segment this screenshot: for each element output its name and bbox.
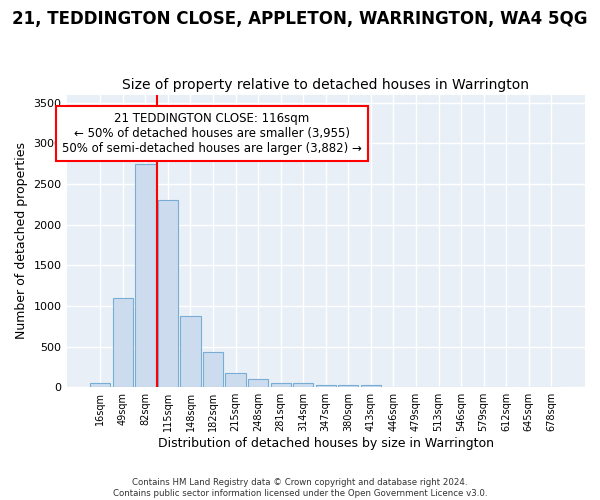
Text: 21, TEDDINGTON CLOSE, APPLETON, WARRINGTON, WA4 5QG: 21, TEDDINGTON CLOSE, APPLETON, WARRINGT… (12, 10, 588, 28)
Bar (135, 164, 155, 387)
Bar (113, 298, 133, 387)
Bar (181, 316, 200, 387)
Y-axis label: Number of detached properties: Number of detached properties (15, 142, 28, 340)
Bar (361, 385, 381, 387)
Bar (158, 200, 178, 387)
X-axis label: Distribution of detached houses by size in Warrington: Distribution of detached houses by size … (158, 437, 494, 450)
Bar (338, 385, 358, 387)
Bar (203, 352, 223, 387)
Bar (316, 385, 336, 387)
Text: Contains HM Land Registry data © Crown copyright and database right 2024.
Contai: Contains HM Land Registry data © Crown c… (113, 478, 487, 498)
Bar (271, 382, 291, 387)
Text: 21 TEDDINGTON CLOSE: 116sqm
← 50% of detached houses are smaller (3,955)
50% of : 21 TEDDINGTON CLOSE: 116sqm ← 50% of det… (62, 112, 362, 155)
Title: Size of property relative to detached houses in Warrington: Size of property relative to detached ho… (122, 78, 529, 92)
Bar (293, 383, 313, 387)
Bar (90, 383, 110, 387)
Bar (248, 379, 268, 387)
Bar (226, 372, 246, 387)
